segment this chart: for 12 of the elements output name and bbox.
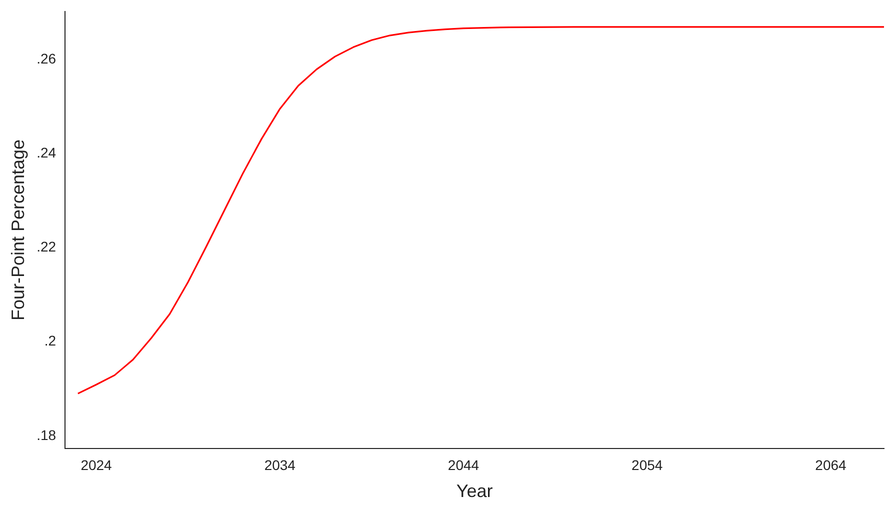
y-tick-label: .24 bbox=[36, 144, 56, 160]
x-tick-label: 2054 bbox=[632, 456, 663, 473]
y-tick-label: .2 bbox=[44, 332, 56, 349]
y-tick-label: .18 bbox=[36, 426, 56, 443]
y-axis-title: Four-Point Percentage bbox=[8, 139, 28, 321]
x-tick-label: 2034 bbox=[264, 456, 296, 473]
x-tick-label: 2064 bbox=[815, 456, 847, 473]
y-tick-label: .26 bbox=[36, 50, 56, 66]
x-tick-label: 2024 bbox=[80, 456, 112, 473]
x-tick-label: 2044 bbox=[448, 456, 480, 473]
y-tick-label: .22 bbox=[36, 238, 56, 255]
x-axis-title: Year bbox=[456, 481, 493, 502]
